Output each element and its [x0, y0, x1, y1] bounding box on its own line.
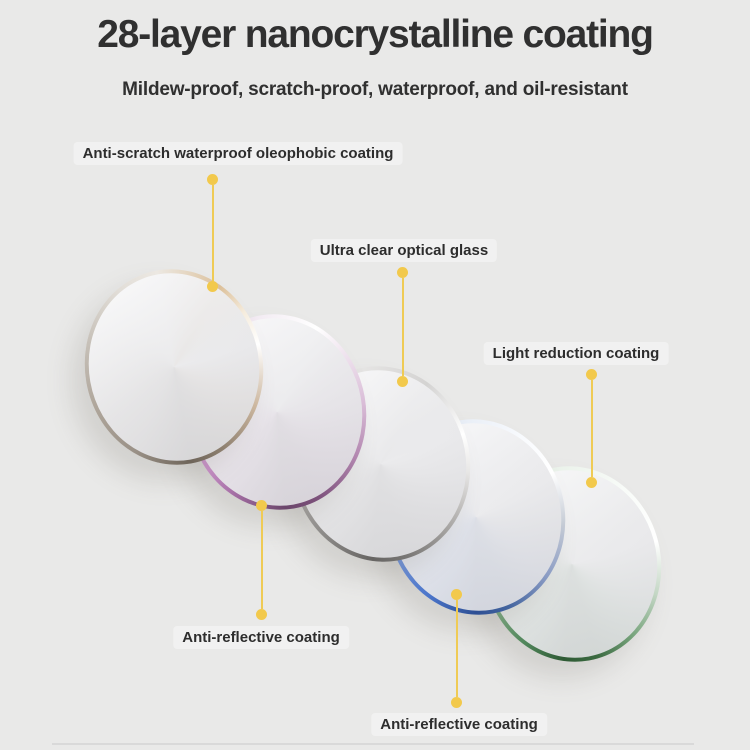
callout-dot-icon [207, 281, 218, 292]
callout-connector-anti-reflective-right [451, 589, 462, 708]
callout-dot-icon [397, 267, 408, 278]
callout-label-anti-reflective-right: Anti-reflective coating [371, 713, 547, 736]
callout-line [260, 511, 263, 609]
callout-connector-ultra-clear [397, 267, 408, 387]
callout-line [401, 278, 404, 376]
callout-dot-icon [586, 369, 597, 380]
page-title: 28-layer nanocrystalline coating [97, 13, 654, 56]
callout-dot-icon [207, 174, 218, 185]
page-subtitle: Mildew-proof, scratch-proof, waterproof,… [122, 79, 628, 100]
callout-label-light-reduction: Light reduction coating [483, 342, 669, 365]
callout-line [455, 600, 458, 697]
callout-dot-icon [397, 376, 408, 387]
bottom-divider [52, 743, 694, 745]
callout-connector-light-reduction [586, 369, 597, 488]
callout-line [590, 380, 593, 477]
callout-line [211, 185, 214, 281]
callout-label-anti-reflective-left: Anti-reflective coating [173, 626, 349, 649]
callout-dot-icon [256, 500, 267, 511]
callout-label-ultra-clear: Ultra clear optical glass [310, 239, 498, 262]
callout-dot-icon [451, 589, 462, 600]
callout-dot-icon [256, 609, 267, 620]
callout-dot-icon [586, 477, 597, 488]
callout-connector-anti-scratch [207, 174, 218, 292]
callout-label-anti-scratch: Anti-scratch waterproof oleophobic coati… [73, 142, 403, 165]
callout-dot-icon [451, 697, 462, 708]
callout-connector-anti-reflective-left [256, 500, 267, 620]
